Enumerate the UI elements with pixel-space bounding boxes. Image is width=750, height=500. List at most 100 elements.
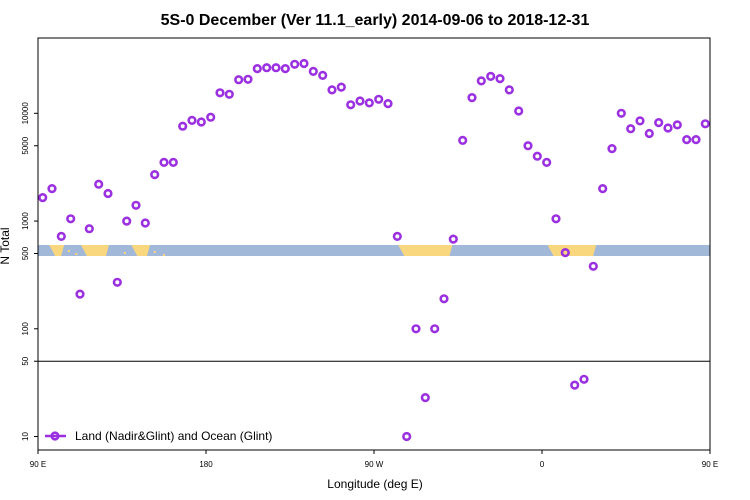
data-point bbox=[448, 234, 458, 244]
data-point bbox=[588, 261, 598, 271]
data-point bbox=[131, 200, 141, 210]
x-tick-label: 0 bbox=[540, 460, 545, 469]
data-point bbox=[514, 106, 524, 116]
chart-title: 5S-0 December (Ver 11.1_early) 2014-09-0… bbox=[161, 12, 590, 29]
data-point bbox=[458, 135, 468, 145]
data-point bbox=[700, 119, 710, 129]
data-point bbox=[626, 124, 636, 134]
data-point bbox=[411, 324, 421, 334]
data-point bbox=[122, 216, 132, 226]
legend-label: Land (Nadir&Glint) and Ocean (Glint) bbox=[75, 429, 272, 443]
y-tick-label: 10000 bbox=[21, 102, 30, 125]
data-point bbox=[542, 157, 552, 167]
land-patch bbox=[398, 245, 453, 256]
x-tick-label: 90 E bbox=[30, 460, 46, 469]
data-point bbox=[280, 63, 290, 74]
data-points bbox=[38, 58, 710, 442]
data-point bbox=[103, 188, 113, 199]
data-point bbox=[467, 92, 477, 103]
data-point bbox=[532, 151, 542, 161]
data-point bbox=[392, 231, 402, 241]
data-point bbox=[112, 277, 122, 287]
data-point bbox=[635, 116, 645, 126]
data-point bbox=[140, 218, 150, 228]
land-patch bbox=[80, 245, 109, 256]
data-point bbox=[402, 431, 412, 442]
land-patch bbox=[547, 245, 597, 256]
data-point bbox=[56, 231, 66, 241]
x-axis-label: Longitude (deg E) bbox=[327, 477, 422, 491]
data-point bbox=[271, 63, 281, 73]
legend: Land (Nadir&Glint) and Ocean (Glint) bbox=[45, 429, 272, 443]
data-point bbox=[504, 85, 514, 95]
data-point bbox=[168, 157, 178, 167]
data-point bbox=[38, 193, 48, 203]
y-tick-label: 10 bbox=[21, 432, 30, 441]
data-point bbox=[355, 96, 365, 106]
ocean-band bbox=[38, 245, 710, 256]
data-point bbox=[252, 63, 262, 74]
data-point bbox=[644, 128, 654, 139]
x-tick-label: 90 E bbox=[702, 460, 718, 469]
data-point bbox=[66, 214, 76, 224]
data-point bbox=[159, 157, 169, 167]
land-patch bbox=[49, 245, 65, 256]
island bbox=[123, 252, 126, 254]
data-point bbox=[430, 324, 440, 334]
data-point bbox=[196, 117, 206, 127]
legend-marker bbox=[50, 431, 60, 441]
data-point bbox=[654, 117, 664, 128]
data-point bbox=[206, 112, 216, 122]
data-point bbox=[420, 393, 430, 403]
x-tick-label: 90 W bbox=[365, 460, 384, 469]
data-point bbox=[262, 63, 272, 73]
y-tick-label: 50 bbox=[21, 356, 30, 365]
y-tick-label: 5000 bbox=[21, 136, 30, 154]
island bbox=[67, 250, 70, 252]
data-point bbox=[299, 58, 309, 69]
data-point bbox=[318, 70, 328, 80]
data-point bbox=[682, 135, 692, 145]
data-point bbox=[560, 248, 570, 258]
map-band bbox=[38, 245, 710, 256]
data-point bbox=[290, 59, 300, 69]
data-point bbox=[84, 224, 94, 234]
data-point bbox=[607, 144, 617, 154]
data-point bbox=[346, 100, 356, 110]
y-axis-label: N Total bbox=[0, 227, 12, 264]
data-point bbox=[486, 71, 496, 81]
island bbox=[163, 254, 166, 256]
data-point bbox=[663, 123, 673, 133]
y-tick-label: 100 bbox=[21, 322, 30, 336]
data-point bbox=[75, 289, 85, 299]
data-point bbox=[570, 380, 580, 390]
data-point bbox=[224, 89, 234, 99]
data-point bbox=[691, 135, 701, 145]
data-point bbox=[598, 184, 608, 194]
data-point bbox=[374, 94, 384, 104]
data-point bbox=[364, 98, 374, 108]
data-point bbox=[495, 73, 505, 84]
data-point bbox=[308, 66, 318, 76]
land-patch bbox=[131, 245, 150, 256]
data-point bbox=[383, 98, 393, 109]
data-point bbox=[243, 74, 253, 84]
y-tick-label: 1000 bbox=[21, 212, 30, 230]
data-point bbox=[234, 75, 244, 85]
data-point bbox=[327, 85, 337, 95]
y-tick-label: 500 bbox=[21, 246, 30, 260]
data-point bbox=[439, 294, 449, 304]
data-point bbox=[215, 88, 225, 98]
data-point bbox=[336, 82, 346, 92]
data-point bbox=[476, 76, 486, 86]
data-point bbox=[150, 170, 160, 180]
island bbox=[153, 251, 156, 253]
data-point bbox=[551, 214, 561, 224]
plot-frame bbox=[37, 37, 711, 451]
data-point bbox=[672, 120, 682, 130]
data-point bbox=[187, 115, 197, 125]
data-point bbox=[579, 374, 589, 384]
